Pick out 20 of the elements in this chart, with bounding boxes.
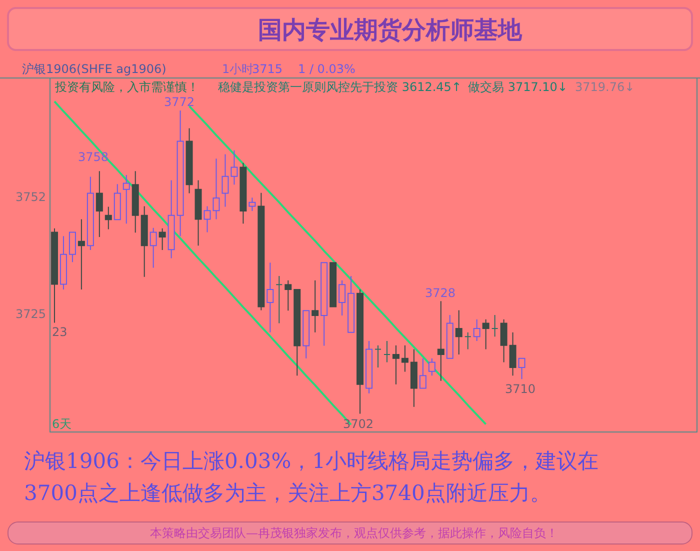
y-tick-label: 3725 — [15, 307, 46, 322]
annotation: 3719.76↓ — [575, 80, 635, 94]
title: 国内专业期货分析师基地 — [258, 16, 522, 44]
text: 1 / 0.03% — [298, 62, 356, 76]
y-tick-label: 3752 — [15, 190, 46, 204]
annotation: 23 — [52, 325, 68, 339]
annotation: 做交易 3717.10↓ — [468, 80, 568, 94]
annotation: 3702 — [343, 417, 374, 431]
text: 沪银1906：今日上涨0.03%，1小时线格局走势偏多，建议在 — [24, 449, 599, 473]
text: 1小时 — [222, 62, 254, 76]
text: 3715 — [252, 62, 283, 76]
annotation: 3728 — [425, 286, 456, 300]
annotation: 稳健是投资第一原则风控先于投资 3612.45↑ — [218, 80, 462, 94]
text: 3700点之上逢低做多为主，关注上方3740点附近压力。 — [24, 481, 551, 505]
annotation: 6天 — [52, 417, 72, 431]
annotation: 3772 — [164, 95, 195, 109]
annotation: 3710 — [505, 382, 536, 396]
annotation: 投资有风险，入市需谨慎！ — [54, 80, 199, 94]
text: 本策略由交易团队—冉茂银独家发布，观点仅供参考，据此操作，风险自负！ — [150, 526, 558, 540]
chart-subtitle: 沪银1906(SHFE ag1906) — [22, 62, 166, 76]
